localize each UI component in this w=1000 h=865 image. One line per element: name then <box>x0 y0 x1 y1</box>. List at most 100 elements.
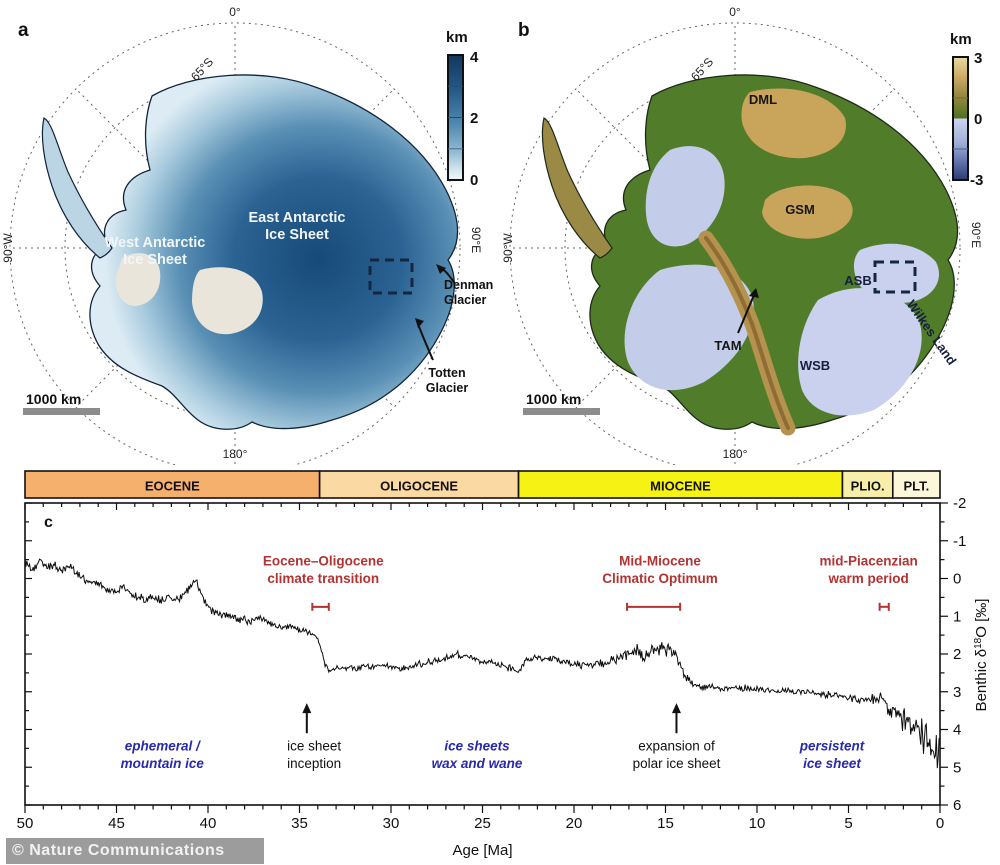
wsb-label: WSB <box>800 358 830 373</box>
ross-wais-basin <box>624 264 754 391</box>
denman-arrowhead <box>436 264 446 274</box>
climate-event-label: warm period <box>827 571 908 586</box>
study-area-box-b <box>873 260 917 294</box>
weddell-basin <box>645 146 725 247</box>
colorbar-b-tick-3: 3 <box>974 50 982 67</box>
colorbar-a-title: km <box>446 29 468 46</box>
y-tick-label: 6 <box>953 797 961 814</box>
climate-event-label: Mid-Miocene <box>619 553 701 568</box>
tam-arrow <box>737 294 755 334</box>
climate-event-label: Climatic Optimum <box>602 571 718 586</box>
ice-phase-label: ephemeral / <box>125 738 201 753</box>
wilkes-subglacial-basin <box>798 288 922 416</box>
coord-90e-b: 90°E <box>969 222 983 248</box>
transition-arrowhead <box>671 703 681 714</box>
antarctica-bedrock-shape <box>541 74 959 436</box>
x-tick-label: 25 <box>474 815 491 832</box>
y-axis-title: Benthic δ18O [‰] <box>973 599 990 712</box>
scalebar-b <box>523 408 600 415</box>
gsm-label: GSM <box>785 202 815 217</box>
x-tick-label: 50 <box>17 815 34 832</box>
denman-label-1: Denman <box>444 278 493 292</box>
transition-arrowhead <box>302 703 312 714</box>
x-tick-label: 40 <box>200 815 217 832</box>
y-tick-label: 1 <box>953 608 961 625</box>
transition-label: polar ice sheet <box>633 756 721 771</box>
watermark: © Nature Communications <box>6 838 264 864</box>
y-tick-label: 5 <box>953 759 961 776</box>
panel-c-d18o-chart: EOCENE OLIGOCENE MIOCENE PLIO. PLT.051015202… <box>17 470 990 859</box>
scalebar-label-b: 1000 km <box>526 391 581 407</box>
colorbar-a-tick-2: 2 <box>470 110 478 127</box>
ross-ice-shelf <box>192 267 263 335</box>
coord-0-a: 0° <box>229 5 241 19</box>
epoch-cell <box>891 470 941 499</box>
x-tick-label: 5 <box>844 815 852 832</box>
antarctic-peninsula <box>41 117 113 259</box>
x-axis-title: Age [Ma] <box>452 842 512 859</box>
epoch-label: PLT. <box>904 479 930 494</box>
asb-label: ASB <box>844 273 871 288</box>
x-tick-label: 35 <box>291 815 308 832</box>
west-antarctic-label-2: Ice Sheet <box>123 252 187 268</box>
y-tick-label: 0 <box>953 571 961 588</box>
climate-event-label: climate transition <box>267 571 379 586</box>
y-tick-label: 4 <box>953 722 961 739</box>
climate-event-interval <box>878 602 890 611</box>
ice-phase-label: persistent <box>799 738 865 753</box>
ice-phase-label: mountain ice <box>121 756 205 771</box>
totten-label-1: Totten <box>428 366 465 380</box>
transition-label: ice sheet <box>287 738 341 753</box>
epoch-cell <box>318 470 520 499</box>
x-tick-label: 10 <box>749 815 766 832</box>
tam-arrowhead <box>749 288 759 298</box>
epoch-cell <box>24 470 321 499</box>
scalebar-label-a: 1000 km <box>26 391 81 407</box>
x-tick-label: 0 <box>936 815 944 832</box>
colorbar-a-tick-4: 4 <box>470 49 479 66</box>
east-antarctic-label-2: Ice Sheet <box>265 227 329 243</box>
panel-b-bed-topography-map: b 0° 180° 90°W 90°E 65°S DML GSM TAM WSB… <box>501 5 983 465</box>
coord-180-a: 180° <box>223 447 248 461</box>
denman-label-2: Glacier <box>444 293 487 307</box>
tam-label: TAM <box>714 338 741 353</box>
transition-label: expansion of <box>638 738 715 753</box>
colorbar-a: km 4 2 0 <box>446 29 479 189</box>
x-tick-label: 15 <box>657 815 674 832</box>
scalebar-a <box>23 408 100 415</box>
x-tick-label: 30 <box>383 815 400 832</box>
coord-90e-a: 90°E <box>469 227 483 253</box>
climate-event-label: mid-Piacenzian <box>819 553 917 568</box>
epoch-cell <box>841 470 894 499</box>
colorbar-a-tick-0: 0 <box>470 172 478 189</box>
panel-a-ice-thickness-map: a 0° 180° 90°W 90°E 65°S East Antarctic … <box>1 5 493 465</box>
east-antarctic-label-1: East Antarctic <box>249 210 346 226</box>
epoch-label: EOCENE <box>145 479 200 494</box>
antarctica-ice-sheet-shape <box>41 74 459 430</box>
x-tick-label: 20 <box>566 815 583 832</box>
ronne-ice-shelf <box>115 253 161 306</box>
dml-highlands <box>741 88 846 159</box>
epoch-label: OLIGOCENE <box>380 479 458 494</box>
panel-b-letter: b <box>518 20 530 41</box>
climate-event-interval <box>311 602 330 611</box>
epoch-cell <box>517 470 844 499</box>
coord-0-b: 0° <box>729 5 741 19</box>
transition-label: inception <box>287 756 341 771</box>
climate-event-label: Eocene–Oligocene <box>263 553 384 568</box>
peninsula-bedrock <box>541 117 613 259</box>
y-tick-label: 3 <box>953 684 961 701</box>
west-antarctic-label-1: West Antarctic <box>105 235 206 251</box>
y-tick-label: 2 <box>953 646 961 663</box>
panel-a-letter: a <box>18 20 29 41</box>
coord-90w-a: 90°W <box>1 233 15 263</box>
totten-arrowhead <box>415 318 424 328</box>
gamburtsev-mountains-area <box>762 185 853 239</box>
y-tick-label: -1 <box>953 533 966 550</box>
ice-phase-label: ice sheet <box>803 756 861 771</box>
ice-phase-label: wax and wane <box>432 756 523 771</box>
ice-phase-label: ice sheets <box>444 738 510 753</box>
colorbar-b: km 3 0 -3 <box>950 31 983 189</box>
